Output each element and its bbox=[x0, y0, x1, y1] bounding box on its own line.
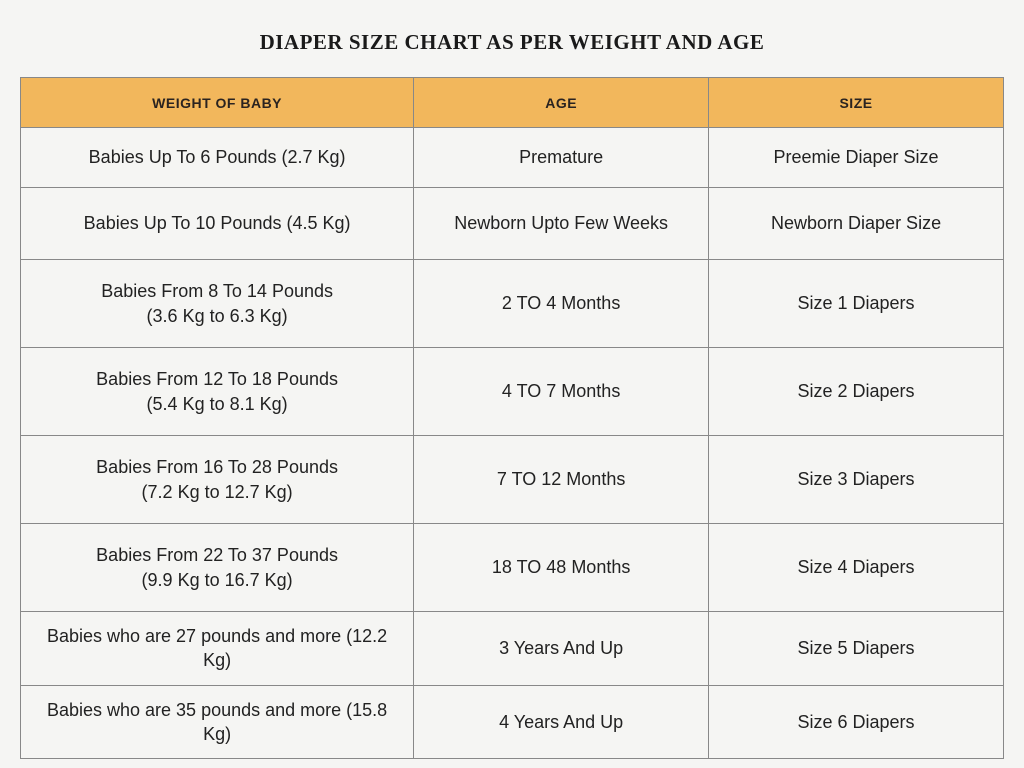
cell-age: 4 Years And Up bbox=[414, 685, 709, 759]
table-row: Babies From 8 To 14 Pounds(3.6 Kg to 6.3… bbox=[21, 260, 1004, 348]
table-row: Babies Up To 6 Pounds (2.7 Kg) PrematureP… bbox=[21, 128, 1004, 188]
cell-age: 3 Years And Up bbox=[414, 612, 709, 686]
cell-age: 18 TO 48 Months bbox=[414, 524, 709, 612]
diaper-size-table: WEIGHT OF BABY AGE SIZE Babies Up To 6 P… bbox=[20, 77, 1004, 759]
cell-age: 4 TO 7 Months bbox=[414, 348, 709, 436]
chart-title: DIAPER SIZE CHART AS PER WEIGHT AND AGE bbox=[20, 30, 1004, 55]
cell-age: Newborn Upto Few Weeks bbox=[414, 188, 709, 260]
cell-size: Size 4 Diapers bbox=[709, 524, 1004, 612]
cell-size: Size 5 Diapers bbox=[709, 612, 1004, 686]
weight-line-2: (3.6 Kg to 6.3 Kg) bbox=[41, 304, 393, 328]
cell-weight: Babies From 22 To 37 Pounds(9.9 Kg to 16… bbox=[21, 524, 414, 612]
weight-line-1: Babies who are 27 pounds and more (12.2 … bbox=[41, 624, 393, 673]
table-row: Babies From 16 To 28 Pounds(7.2 Kg to 12… bbox=[21, 436, 1004, 524]
cell-weight: Babies who are 35 pounds and more (15.8 … bbox=[21, 685, 414, 759]
cell-age: 7 TO 12 Months bbox=[414, 436, 709, 524]
weight-line-1: Babies Up To 6 Pounds (2.7 Kg) bbox=[41, 145, 393, 169]
cell-size: Size 3 Diapers bbox=[709, 436, 1004, 524]
table-row: Babies From 22 To 37 Pounds(9.9 Kg to 16… bbox=[21, 524, 1004, 612]
weight-line-2: (9.9 Kg to 16.7 Kg) bbox=[41, 568, 393, 592]
table-row: Babies From 12 To 18 Pounds(5.4 Kg to 8.… bbox=[21, 348, 1004, 436]
cell-size: Size 1 Diapers bbox=[709, 260, 1004, 348]
cell-weight: Babies From 16 To 28 Pounds(7.2 Kg to 12… bbox=[21, 436, 414, 524]
column-header-weight: WEIGHT OF BABY bbox=[21, 78, 414, 128]
header-row: WEIGHT OF BABY AGE SIZE bbox=[21, 78, 1004, 128]
cell-age: Premature bbox=[414, 128, 709, 188]
cell-weight: Babies who are 27 pounds and more (12.2 … bbox=[21, 612, 414, 686]
weight-line-1: Babies From 22 To 37 Pounds bbox=[41, 543, 393, 567]
cell-size: Newborn Diaper Size bbox=[709, 188, 1004, 260]
table-row: Babies who are 27 pounds and more (12.2 … bbox=[21, 612, 1004, 686]
column-header-age: AGE bbox=[414, 78, 709, 128]
weight-line-1: Babies Up To 10 Pounds (4.5 Kg) bbox=[41, 211, 393, 235]
cell-weight: Babies Up To 10 Pounds (4.5 Kg) bbox=[21, 188, 414, 260]
table-row: Babies who are 35 pounds and more (15.8 … bbox=[21, 685, 1004, 759]
column-header-size: SIZE bbox=[709, 78, 1004, 128]
weight-line-1: Babies From 12 To 18 Pounds bbox=[41, 367, 393, 391]
cell-size: Preemie Diaper Size bbox=[709, 128, 1004, 188]
table-body: Babies Up To 6 Pounds (2.7 Kg) PrematureP… bbox=[21, 128, 1004, 759]
cell-weight: Babies From 12 To 18 Pounds(5.4 Kg to 8.… bbox=[21, 348, 414, 436]
cell-age: 2 TO 4 Months bbox=[414, 260, 709, 348]
cell-size: Size 2 Diapers bbox=[709, 348, 1004, 436]
weight-line-1: Babies who are 35 pounds and more (15.8 … bbox=[41, 698, 393, 747]
weight-line-1: Babies From 16 To 28 Pounds bbox=[41, 455, 393, 479]
table-row: Babies Up To 10 Pounds (4.5 Kg) Newborn U… bbox=[21, 188, 1004, 260]
cell-weight: Babies From 8 To 14 Pounds(3.6 Kg to 6.3… bbox=[21, 260, 414, 348]
cell-size: Size 6 Diapers bbox=[709, 685, 1004, 759]
weight-line-2: (7.2 Kg to 12.7 Kg) bbox=[41, 480, 393, 504]
cell-weight: Babies Up To 6 Pounds (2.7 Kg) bbox=[21, 128, 414, 188]
weight-line-2: (5.4 Kg to 8.1 Kg) bbox=[41, 392, 393, 416]
weight-line-1: Babies From 8 To 14 Pounds bbox=[41, 279, 393, 303]
